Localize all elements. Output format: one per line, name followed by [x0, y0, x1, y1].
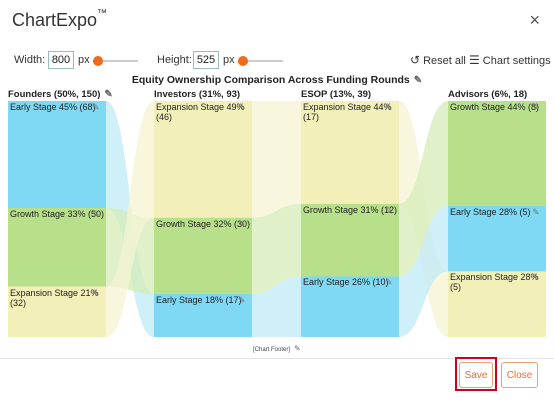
edit-node-pencil-icon[interactable]: ✎	[532, 102, 540, 112]
chart-title-text: Equity Ownership Comparison Across Fundi…	[131, 74, 410, 86]
column-header: Founders (50%, 150) ✎	[8, 89, 113, 100]
close-icon[interactable]: ×	[529, 10, 540, 30]
sankey-node-growth-stage-col0[interactable]	[8, 207, 106, 287]
sankey-node-early-stage-col0[interactable]	[8, 101, 106, 208]
chart-title: Equity Ownership Comparison Across Fundi…	[0, 74, 554, 86]
sankey-node-early-stage-col3[interactable]	[448, 205, 546, 272]
sankey-node-label: Expansion Stage 49% (46)	[156, 102, 245, 122]
logo-text: ChartExpo	[12, 10, 98, 30]
height-slider-knob[interactable]	[238, 56, 249, 66]
sankey-node-early-stage-col2[interactable]	[301, 276, 399, 337]
column-header-text: Founders (50%, 150)	[8, 89, 101, 100]
sankey-node-label: Expansion Stage 44% (17)	[303, 102, 392, 122]
column-header-text: ESOP (13%, 39)	[301, 89, 372, 100]
sankey-node-label: Early Stage 18% (17)	[156, 294, 242, 305]
sankey-node-growth-stage-col1[interactable]	[154, 217, 252, 294]
reset-all-label: Reset all	[423, 55, 466, 67]
edit-node-pencil-icon[interactable]: ✎	[385, 277, 393, 288]
width-slider[interactable]	[93, 56, 138, 66]
width-input[interactable]	[48, 51, 74, 69]
height-unit: px	[223, 54, 235, 66]
chart-settings-button[interactable]: ☰ Chart settings	[469, 53, 551, 67]
sankey-node-label: Expansion Stage 21% (32)	[10, 287, 99, 308]
settings-sliders-icon: ☰	[469, 53, 480, 67]
column-header: ESOP (13%, 39)	[301, 89, 371, 100]
height-input[interactable]	[193, 51, 219, 69]
sankey-node-label: Expansion Stage 28% (5)	[450, 272, 539, 293]
edit-title-pencil-icon[interactable]: ✎	[413, 75, 423, 86]
height-slider[interactable]	[238, 56, 283, 66]
edit-node-pencil-icon[interactable]: ✎	[92, 208, 100, 219]
edit-node-pencil-icon[interactable]: ✎	[92, 102, 100, 112]
sankey-node-label: Early Stage 45% (68)	[10, 102, 96, 112]
edit-node-pencil-icon[interactable]: ✎	[238, 102, 246, 112]
width-slider-knob[interactable]	[93, 56, 104, 66]
column-header: Advisors (6%, 18)	[448, 89, 527, 100]
edit-node-pencil-icon[interactable]: ✎	[238, 294, 246, 305]
sankey-node-label: Growth Stage 31% (12)	[303, 204, 398, 215]
footer-divider	[0, 358, 554, 359]
edit-node-pencil-icon[interactable]: ✎	[385, 102, 393, 112]
sankey-link-early-stage-1-2[interactable]	[252, 276, 301, 337]
edit-node-pencil-icon[interactable]: ✎	[92, 287, 100, 298]
sankey-node-label: Growth Stage 33% (50)	[10, 208, 105, 219]
height-label: Height:	[157, 54, 192, 66]
close-button[interactable]: Close	[501, 362, 538, 388]
sankey-node-expansion-stage-col3[interactable]	[448, 271, 546, 337]
width-unit: px	[78, 54, 90, 66]
size-toolbar: Width: px Height: px ↺Reset all ☰Chart s…	[0, 50, 554, 72]
logo-trademark: ™	[97, 8, 108, 19]
column-header: Investors (31%, 93)	[154, 89, 240, 100]
edit-node-pencil-icon[interactable]: ✎	[385, 204, 393, 215]
reset-all-button[interactable]: ↺ Reset all	[410, 53, 466, 67]
reset-icon: ↺	[410, 53, 421, 67]
dialog-header: ChartExpo™ ×	[0, 0, 554, 40]
chartexpo-logo: ChartExpo™	[12, 8, 108, 31]
column-header-text: Advisors (6%, 18)	[448, 89, 528, 100]
sankey-node-expansion-stage-col1[interactable]	[154, 101, 252, 218]
edit-header-pencil-icon[interactable]: ✎	[104, 89, 113, 100]
sankey-node-label: Growth Stage 44% (8)	[450, 102, 540, 112]
sankey-node-early-stage-col1[interactable]	[154, 293, 252, 337]
width-label: Width:	[14, 54, 46, 66]
sankey-svg	[8, 101, 546, 337]
edit-node-pencil-icon[interactable]: ✎	[238, 218, 246, 229]
chart-footer-text: [Chart Footer]	[253, 347, 291, 353]
sankey-node-growth-stage-col2[interactable]	[301, 203, 399, 277]
chart-footer: [Chart Footer] ✎	[253, 344, 301, 353]
sankey-link-growth-stage-2-3[interactable]	[399, 101, 448, 277]
sankey-node-expansion-stage-col0[interactable]	[8, 286, 106, 337]
sankey-chart: Equity Ownership Comparison Across Fundi…	[0, 74, 554, 354]
edit-node-pencil-icon[interactable]: ✎	[532, 206, 540, 217]
sankey-node-label: Early Stage 26% (10)	[303, 277, 389, 288]
sankey-node-growth-stage-col3[interactable]	[448, 101, 546, 206]
chart-settings-label: Chart settings	[482, 55, 551, 67]
sankey-node-label: Growth Stage 32% (30)	[156, 218, 251, 229]
sankey-node-label: Early Stage 28% (5)	[450, 206, 531, 217]
column-header-text: Investors (31%, 93)	[154, 89, 241, 100]
save-button-highlight	[455, 357, 497, 391]
sankey-link-early-stage-2-3[interactable]	[399, 205, 448, 337]
sankey-link-expansion-stage-0-1[interactable]	[106, 101, 154, 337]
edit-node-pencil-icon[interactable]: ✎	[532, 272, 540, 283]
sankey-link-growth-stage-1-2[interactable]	[252, 203, 301, 294]
sankey-node-expansion-stage-col2[interactable]	[301, 101, 399, 204]
save-button[interactable]: Save	[459, 362, 493, 388]
sankey-link-expansion-stage-1-2[interactable]	[252, 101, 301, 218]
edit-footer-pencil-icon[interactable]: ✎	[294, 344, 301, 353]
